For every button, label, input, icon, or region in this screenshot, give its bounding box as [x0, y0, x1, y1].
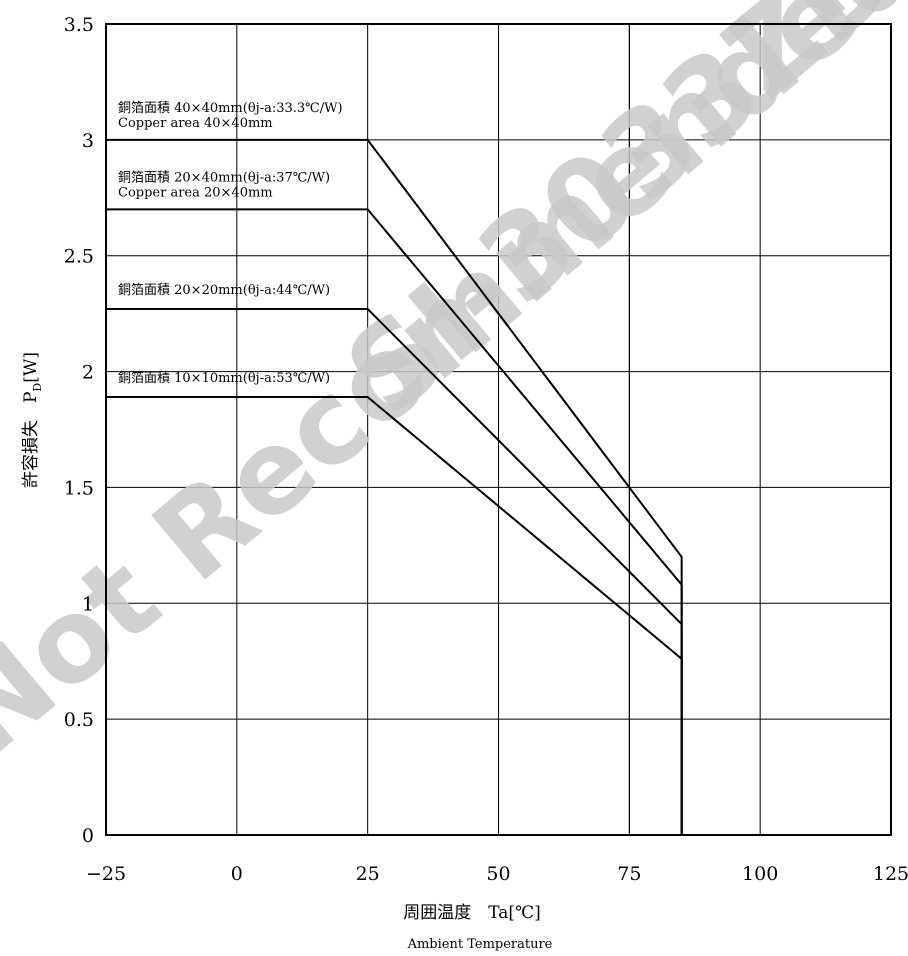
x-tick-label-5: 100: [742, 863, 778, 885]
y-tick-label-0: 0: [82, 825, 94, 847]
x-tick-label-1: 0: [231, 863, 243, 885]
x-axis-label: 周囲温度 Ta[℃]: [403, 903, 540, 923]
y-tick-label-5: 2.5: [64, 246, 94, 268]
y-axis-label-main: 許容損失 P: [21, 392, 41, 488]
x-tick-labels: −25 0 25 50 75 100 125: [86, 863, 908, 885]
y-axis-label: 許容損失 PD[W]: [21, 352, 44, 488]
y-axis-label-subscript: D: [31, 383, 44, 392]
x-tick-label-4: 75: [617, 863, 641, 885]
curve-annotation-2-line-2: Copper area 20×40mm: [118, 185, 273, 200]
x-tick-label-0: −25: [86, 863, 126, 885]
curve-annotation-1-line-2: Copper area 40×40mm: [118, 116, 273, 131]
curve-annotation-1-line-1: 銅箔面積 40×40mm(θj-a:33.3℃/W): [118, 100, 343, 116]
x-tick-label-3: 50: [486, 863, 510, 885]
y-tick-label-4: 2: [82, 362, 94, 384]
y-tick-label-3: 1.5: [64, 477, 94, 499]
x-axis-sublabel: Ambient Temperature: [407, 937, 553, 952]
curve-annotation-3-line-1: 銅箔面積 20×20mm(θj-a:44℃/W): [118, 282, 330, 298]
curve-annotation-2-line-1: 銅箔面積 20×40mm(θj-a:37℃/W): [118, 169, 330, 185]
curve-annotations: 銅箔面積 40×40mm(θj-a:33.3℃/W)Copper area 40…: [118, 100, 343, 386]
x-tick-label-2: 25: [356, 863, 380, 885]
svg-text:許容損失 PD[W]: 許容損失 PD[W]: [21, 352, 44, 488]
series-line-4: [106, 396, 683, 835]
plot-frame: [105, 23, 892, 836]
y-tick-label-6: 3: [82, 130, 94, 152]
y-tick-label-7: 3.5: [64, 14, 94, 36]
x-tick-label-6: 125: [873, 863, 908, 885]
y-tick-label-1: 0.5: [64, 709, 94, 731]
y-tick-labels: 0 0.5 1 1.5 2 2.5 3 3.5: [64, 14, 94, 847]
y-axis-label-unit: [W]: [21, 352, 41, 383]
y-tick-label-2: 1: [82, 593, 94, 615]
curve-annotation-4-line-1: 銅箔面積 10×10mm(θj-a:53℃/W): [118, 370, 330, 386]
watermark-line2: SI-3033ZD: [322, 0, 908, 441]
